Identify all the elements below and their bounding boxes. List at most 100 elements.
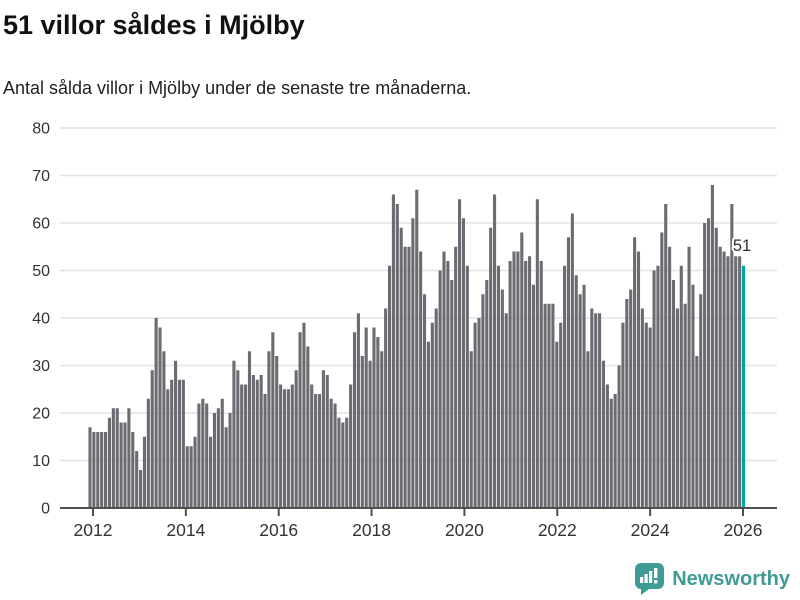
bar bbox=[496, 265, 500, 508]
bar bbox=[325, 375, 329, 508]
bar bbox=[333, 403, 337, 508]
y-axis-tick-label: 0 bbox=[41, 501, 50, 518]
y-axis-tick-label: 50 bbox=[32, 263, 50, 280]
bar bbox=[107, 417, 111, 508]
highlighted-bar bbox=[741, 265, 746, 508]
bar bbox=[434, 308, 438, 508]
bar bbox=[465, 265, 469, 508]
bar bbox=[636, 251, 641, 508]
bar bbox=[718, 246, 722, 508]
bar bbox=[586, 351, 590, 508]
y-axis-tick-label: 20 bbox=[32, 406, 50, 423]
bar bbox=[458, 199, 462, 508]
bar bbox=[123, 422, 127, 508]
bar bbox=[543, 303, 547, 508]
bar bbox=[477, 318, 481, 508]
bar bbox=[613, 394, 617, 508]
bar bbox=[446, 261, 450, 508]
bar bbox=[508, 261, 512, 508]
newsworthy-logo-icon bbox=[635, 563, 665, 595]
x-axis-tick-label: 2014 bbox=[166, 520, 205, 540]
bar bbox=[372, 327, 376, 508]
bar bbox=[251, 375, 255, 508]
bar bbox=[570, 213, 574, 508]
bar bbox=[601, 360, 606, 508]
bar bbox=[566, 237, 571, 508]
bar bbox=[469, 351, 473, 508]
bar bbox=[555, 341, 559, 508]
bar bbox=[454, 246, 458, 508]
bar bbox=[551, 303, 555, 508]
bar bbox=[403, 246, 407, 508]
bar bbox=[345, 417, 349, 508]
bar bbox=[177, 379, 182, 508]
bar bbox=[212, 413, 217, 508]
y-axis-tick-label: 10 bbox=[32, 453, 50, 470]
bar bbox=[236, 370, 240, 508]
bar bbox=[590, 308, 594, 508]
bar bbox=[139, 470, 143, 508]
bar bbox=[142, 436, 147, 508]
bar bbox=[738, 256, 742, 508]
bar bbox=[337, 417, 341, 508]
bar bbox=[131, 432, 135, 508]
bar bbox=[734, 256, 738, 508]
bar bbox=[290, 384, 294, 508]
bar bbox=[271, 332, 275, 508]
brand-footer: Newsworthy bbox=[635, 561, 790, 597]
bar bbox=[648, 327, 652, 508]
x-axis-tick-label: 2024 bbox=[631, 520, 670, 540]
bar bbox=[275, 356, 279, 508]
bar bbox=[726, 256, 730, 508]
brand-name: Newsworthy bbox=[672, 567, 790, 590]
bar bbox=[481, 294, 485, 508]
bar bbox=[442, 251, 446, 508]
bar bbox=[135, 451, 139, 508]
bar bbox=[224, 427, 228, 508]
bar bbox=[92, 432, 96, 508]
y-axis-tick-label: 60 bbox=[32, 216, 50, 233]
bar bbox=[158, 327, 162, 508]
bar bbox=[356, 313, 360, 508]
bar bbox=[652, 270, 656, 508]
bar bbox=[360, 356, 364, 508]
bar bbox=[209, 436, 213, 508]
bar bbox=[255, 379, 259, 508]
bar bbox=[559, 322, 563, 508]
bar bbox=[520, 232, 524, 508]
bar bbox=[391, 194, 395, 508]
bar bbox=[722, 251, 726, 508]
bar bbox=[473, 322, 477, 508]
bar bbox=[664, 204, 668, 508]
bar bbox=[162, 351, 166, 508]
x-axis-tick-label: 2022 bbox=[538, 520, 577, 540]
bar bbox=[485, 280, 489, 508]
bar bbox=[154, 318, 158, 508]
chart-subtitle: Antal sålda villor i Mjölby under de sen… bbox=[3, 78, 472, 98]
bar bbox=[699, 294, 703, 508]
bar bbox=[349, 384, 353, 508]
bar bbox=[166, 389, 170, 508]
bar bbox=[205, 403, 209, 508]
bar bbox=[411, 218, 415, 508]
bar bbox=[535, 199, 539, 508]
y-axis-tick-label: 70 bbox=[32, 168, 50, 185]
bar bbox=[298, 332, 302, 508]
bar bbox=[197, 403, 201, 508]
bar bbox=[504, 313, 508, 508]
bar bbox=[578, 294, 582, 508]
bar bbox=[621, 322, 625, 508]
bar bbox=[524, 261, 528, 508]
bar bbox=[317, 394, 322, 508]
bar bbox=[104, 432, 108, 508]
bar bbox=[321, 370, 325, 508]
bar bbox=[640, 308, 644, 508]
bar bbox=[267, 351, 271, 508]
bar bbox=[617, 365, 621, 508]
bar bbox=[279, 384, 283, 508]
bar bbox=[185, 446, 189, 508]
bar bbox=[625, 299, 629, 508]
bar bbox=[259, 375, 263, 508]
bar bbox=[582, 284, 586, 508]
bar bbox=[282, 389, 287, 508]
